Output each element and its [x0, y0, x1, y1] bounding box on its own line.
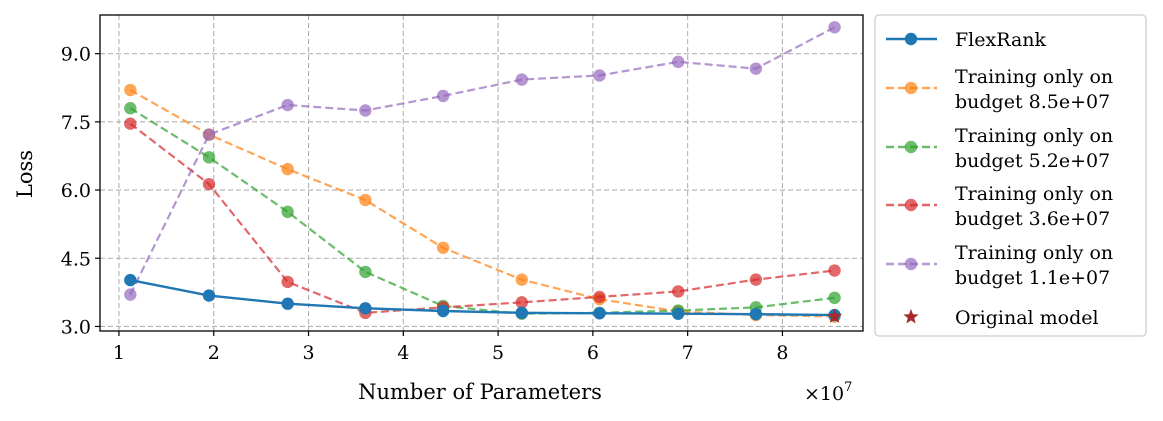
y-tick-label: 3.0 [61, 316, 91, 338]
series-point [124, 102, 137, 115]
series-point [436, 89, 450, 103]
series-point [593, 69, 606, 82]
x-axis-label: Number of Parameters [358, 380, 602, 404]
legend-label: budget 3.6e+07 [955, 208, 1110, 230]
series-point [281, 275, 294, 289]
legend-label: budget 8.5e+07 [955, 91, 1110, 113]
series-line [129, 122, 835, 314]
legend-entry-4: Training only on budget 1.1e+07 [886, 242, 1113, 289]
series-point [828, 264, 841, 277]
series-3 [124, 117, 841, 320]
original-model-star [826, 308, 843, 323]
x-axis: 1 2 3 4 5 6 7 8 [113, 331, 788, 364]
y-tick-label: 4.5 [61, 248, 91, 270]
legend-entry-3: Training only on budget 3.6e+07 [886, 183, 1113, 230]
series-point [515, 273, 528, 286]
series-point [749, 273, 763, 286]
series-point [671, 55, 685, 69]
series-point [202, 289, 216, 302]
series-point [124, 288, 137, 301]
x-tick-label: 4 [397, 342, 409, 364]
series-line [130, 278, 835, 317]
series-point [359, 104, 372, 117]
series-point [593, 307, 606, 320]
series-point [359, 193, 372, 207]
series-point [515, 306, 528, 320]
series-point [671, 307, 685, 320]
series-point [515, 73, 528, 86]
legend-label: Training only on [955, 183, 1113, 205]
legend-swatch-marker [904, 81, 918, 95]
series-point [202, 177, 216, 191]
series-point [202, 128, 216, 141]
series-point [281, 205, 294, 219]
legend-entry-1: Training only on budget 8.5e+07 [886, 66, 1113, 113]
series-point [828, 291, 841, 305]
series-point [749, 62, 763, 75]
series-point [359, 265, 372, 279]
x-tick-label: 3 [302, 342, 314, 364]
legend-label: FlexRank [955, 29, 1047, 51]
legend-entry-original-model: Original model [903, 307, 1099, 329]
y-tick-label: 9.0 [61, 44, 91, 66]
legend-label: Original model [955, 307, 1099, 329]
x-tick-label: 2 [208, 342, 220, 364]
x-tick-label: 7 [682, 342, 694, 364]
legend-swatch-marker [904, 32, 918, 46]
y-tick-label: 6.0 [61, 180, 91, 202]
series-point [124, 273, 137, 287]
x-tick-label: 5 [492, 342, 504, 364]
series-point [749, 307, 763, 321]
legend-swatch-marker [904, 140, 918, 154]
legend-label: budget 5.2e+07 [955, 150, 1110, 172]
series-point [281, 162, 294, 176]
x-tick-label: 8 [776, 342, 788, 364]
y-axis-label: Loss [13, 150, 37, 198]
series-0 [124, 273, 841, 322]
x-multiplier-label: ×107 [804, 380, 852, 405]
legend-box [874, 14, 1147, 337]
series-point [359, 302, 372, 315]
legend-star-icon [903, 309, 919, 324]
series-point [281, 98, 294, 112]
series-1 [124, 83, 841, 323]
series-point [281, 297, 294, 310]
legend-swatch-marker [904, 198, 918, 212]
series-point [828, 21, 841, 34]
legend-entry-0: FlexRank [886, 29, 1047, 51]
plot-series [124, 21, 843, 323]
legend-label: Training only on [955, 125, 1113, 147]
series-point [202, 151, 216, 164]
series-point [593, 290, 606, 304]
plot-frame [99, 14, 864, 332]
x-tick-label: 6 [587, 342, 599, 364]
series-4 [124, 21, 841, 301]
legend-label: Training only on [955, 242, 1113, 264]
series-point [124, 117, 137, 130]
y-tick-label: 7.5 [61, 112, 91, 134]
legend-entry-2: Training only on budget 5.2e+07 [886, 125, 1113, 172]
series-line [129, 107, 835, 315]
grid [100, 15, 863, 331]
legend-label: Training only on [955, 66, 1113, 88]
series-line [129, 26, 836, 296]
series-line [129, 89, 835, 318]
series-point [124, 83, 137, 97]
x-multiplier-exp: 7 [844, 380, 852, 395]
series-point [436, 241, 450, 254]
series-point [515, 296, 528, 309]
legend-label: budget 1.1e+07 [955, 267, 1110, 289]
legend-swatch-marker [904, 257, 918, 271]
x-multiplier-base: ×10 [804, 383, 844, 405]
series-point [671, 285, 685, 298]
series-point [436, 304, 450, 318]
y-axis: 3.0 4.5 6.0 7.5 9.0 [61, 44, 100, 338]
x-tick-label: 1 [113, 342, 125, 364]
